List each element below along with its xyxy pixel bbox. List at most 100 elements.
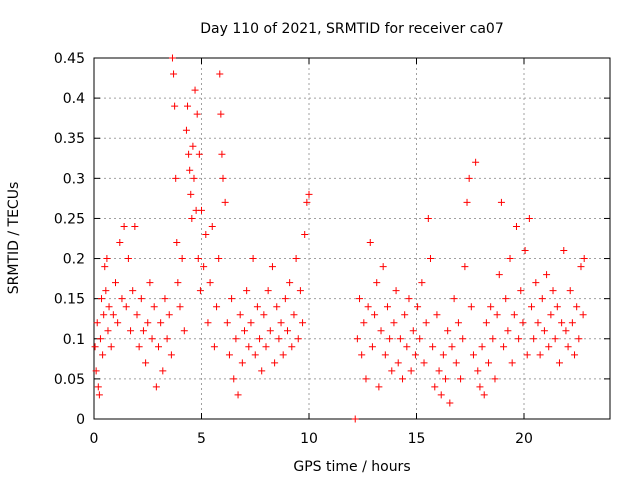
data-point (472, 158, 480, 166)
data-point (284, 327, 291, 335)
data-point (457, 375, 465, 383)
data-point (251, 351, 259, 359)
data-point (568, 319, 576, 327)
data-point (103, 255, 111, 263)
data-point (454, 319, 462, 327)
data-point (271, 359, 279, 367)
data-point (446, 399, 454, 407)
data-point (105, 303, 113, 311)
data-point (497, 198, 505, 206)
data-point (534, 319, 542, 327)
data-point (388, 367, 396, 375)
data-point (562, 327, 570, 335)
data-point (215, 255, 223, 263)
data-point (435, 367, 443, 375)
data-point (560, 247, 568, 255)
data-point (485, 359, 493, 367)
data-point (290, 311, 298, 319)
data-point (273, 303, 281, 311)
data-point (279, 351, 287, 359)
data-point (161, 295, 169, 303)
data-point (508, 359, 516, 367)
data-point (241, 327, 248, 335)
data-point (510, 311, 518, 319)
data-point (204, 319, 212, 327)
data-point (93, 319, 101, 327)
data-point (165, 311, 173, 319)
data-point (474, 367, 482, 375)
data-point (543, 271, 551, 279)
data-point (186, 166, 194, 174)
data-point (142, 359, 150, 367)
data-point (444, 327, 452, 335)
data-point (198, 206, 205, 214)
data-point (266, 327, 274, 335)
data-point (206, 279, 214, 287)
data-point (98, 295, 106, 303)
data-point (152, 383, 160, 391)
data-point (450, 295, 458, 303)
data-point (478, 343, 486, 351)
data-point (463, 198, 471, 206)
data-point (170, 70, 178, 78)
data-point (155, 343, 162, 351)
data-point (137, 295, 145, 303)
data-point (575, 335, 583, 343)
data-point (439, 351, 447, 359)
data-point (411, 351, 419, 359)
data-point (223, 319, 231, 327)
data-point (502, 295, 510, 303)
data-point (351, 415, 359, 423)
data-point (401, 311, 409, 319)
data-point (178, 255, 186, 263)
data-point (540, 327, 548, 335)
data-point (536, 351, 544, 359)
data-point (210, 343, 218, 351)
x-tick-label: 20 (515, 431, 533, 447)
y-tick-label: 0 (76, 412, 85, 428)
data-point (579, 311, 587, 319)
data-point (547, 311, 555, 319)
data-point (482, 319, 490, 327)
x-tick-label: 0 (90, 431, 99, 447)
data-point (399, 375, 407, 383)
data-point (517, 287, 525, 295)
y-tick-label: 0.35 (54, 131, 85, 147)
data-point (371, 311, 379, 319)
data-point (101, 263, 109, 271)
data-point (386, 335, 394, 343)
data-point (551, 335, 559, 343)
data-point (366, 239, 374, 247)
data-point (200, 263, 208, 271)
data-point (234, 391, 242, 399)
data-point (127, 327, 135, 335)
data-point (467, 303, 475, 311)
data-point (476, 383, 484, 391)
data-point (573, 303, 581, 311)
data-point (107, 343, 115, 351)
data-point (99, 351, 107, 359)
data-point (433, 311, 441, 319)
data-point (491, 375, 499, 383)
data-point (122, 303, 130, 311)
x-tick-label: 15 (408, 431, 426, 447)
data-point (275, 335, 283, 343)
data-point (190, 174, 198, 182)
data-point (564, 343, 572, 351)
data-points (91, 54, 588, 423)
data-point (256, 335, 264, 343)
data-point (416, 335, 424, 343)
x-axis-label: GPS time / hours (293, 459, 410, 475)
data-point (116, 239, 124, 247)
data-point (157, 319, 165, 327)
data-point (94, 383, 102, 391)
y-tick-label: 0.05 (54, 372, 85, 388)
data-point (218, 150, 226, 158)
data-point (515, 335, 523, 343)
data-point (360, 319, 368, 327)
data-point (429, 343, 437, 351)
data-point (538, 295, 546, 303)
data-point (452, 359, 460, 367)
data-point (358, 351, 366, 359)
